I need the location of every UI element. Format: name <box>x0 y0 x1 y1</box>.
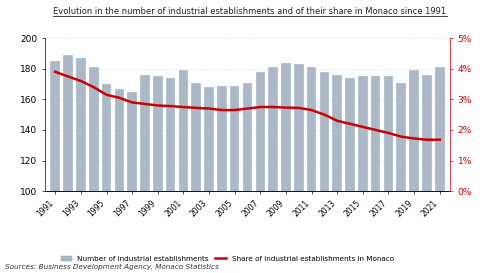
Bar <box>153 76 162 273</box>
Bar <box>102 84 112 273</box>
Bar <box>256 72 265 273</box>
Bar <box>371 76 380 273</box>
Bar <box>128 92 137 273</box>
Bar <box>320 72 329 273</box>
Text: Evolution in the number of industrial establishments and of their share in Monac: Evolution in the number of industrial es… <box>54 7 446 16</box>
Bar <box>166 78 175 273</box>
Bar <box>281 63 291 273</box>
Bar <box>64 55 73 273</box>
Bar <box>140 75 150 273</box>
Bar <box>422 75 432 273</box>
Bar <box>217 86 226 273</box>
Bar <box>230 86 239 273</box>
Bar <box>332 75 342 273</box>
Bar <box>192 82 201 273</box>
Bar <box>345 78 355 273</box>
Bar <box>307 67 316 273</box>
Bar <box>358 76 368 273</box>
Bar <box>384 76 394 273</box>
Bar <box>242 82 252 273</box>
Bar <box>50 61 60 273</box>
Bar <box>89 67 99 273</box>
Legend: Number of industrial establishments, Share of industrial establishments in Monac: Number of industrial establishments, Sha… <box>61 256 394 262</box>
Bar <box>268 67 278 273</box>
Bar <box>204 87 214 273</box>
Text: Sources: Business Development Agency, Monaco Statistics: Sources: Business Development Agency, Mo… <box>5 264 219 270</box>
Bar <box>396 82 406 273</box>
Bar <box>294 64 304 273</box>
Bar <box>76 58 86 273</box>
Bar <box>178 70 188 273</box>
Bar <box>410 70 419 273</box>
Bar <box>435 67 444 273</box>
Bar <box>114 89 124 273</box>
